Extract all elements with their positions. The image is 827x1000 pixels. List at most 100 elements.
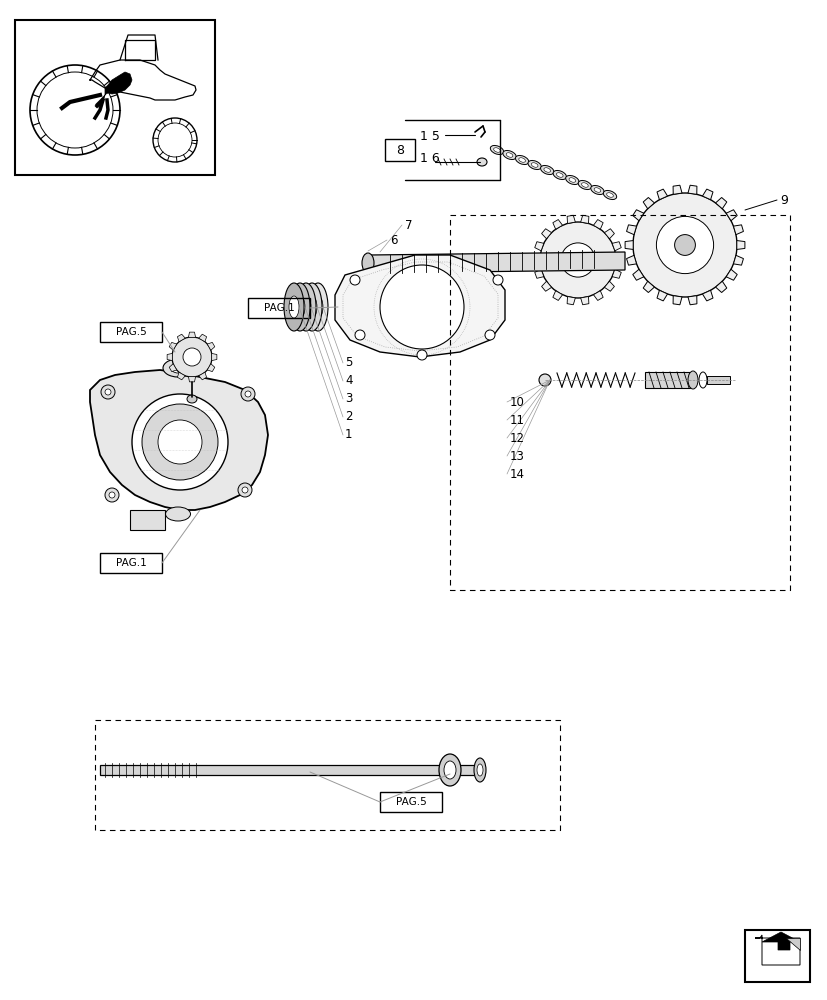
- Bar: [100, 322, 162, 342]
- Ellipse shape: [307, 296, 317, 318]
- Text: 14: 14: [509, 468, 524, 481]
- Polygon shape: [611, 269, 620, 278]
- Text: 7: 7: [404, 219, 412, 232]
- Text: 12: 12: [509, 432, 524, 444]
- Polygon shape: [177, 372, 185, 380]
- Polygon shape: [643, 197, 653, 209]
- Polygon shape: [552, 291, 562, 300]
- Polygon shape: [656, 189, 667, 200]
- Circle shape: [245, 391, 251, 397]
- Ellipse shape: [594, 188, 600, 192]
- Ellipse shape: [490, 145, 503, 155]
- Polygon shape: [198, 372, 207, 380]
- Bar: [380, 792, 442, 812]
- Polygon shape: [715, 197, 726, 209]
- Ellipse shape: [577, 180, 590, 190]
- Text: 2: 2: [345, 410, 352, 424]
- Polygon shape: [169, 364, 176, 372]
- Polygon shape: [672, 296, 681, 305]
- Polygon shape: [207, 364, 214, 372]
- Ellipse shape: [187, 395, 197, 403]
- Bar: [744, 930, 809, 982]
- Ellipse shape: [294, 296, 304, 318]
- Ellipse shape: [505, 153, 512, 157]
- Ellipse shape: [361, 253, 374, 273]
- Ellipse shape: [308, 283, 327, 331]
- Ellipse shape: [302, 283, 322, 331]
- Polygon shape: [785, 938, 799, 950]
- Polygon shape: [534, 242, 543, 251]
- Circle shape: [141, 404, 218, 480]
- Circle shape: [131, 394, 227, 490]
- Polygon shape: [580, 215, 588, 223]
- Ellipse shape: [165, 507, 190, 521]
- Polygon shape: [611, 242, 620, 251]
- Text: PAG.1: PAG.1: [263, 303, 294, 313]
- Circle shape: [105, 389, 111, 395]
- Circle shape: [417, 350, 427, 360]
- Polygon shape: [643, 281, 653, 293]
- Polygon shape: [177, 334, 185, 342]
- Polygon shape: [706, 376, 729, 384]
- Text: 8: 8: [395, 144, 404, 157]
- Polygon shape: [656, 290, 667, 301]
- Polygon shape: [672, 185, 681, 194]
- Ellipse shape: [493, 148, 500, 152]
- Circle shape: [158, 420, 202, 464]
- Polygon shape: [566, 297, 575, 305]
- Circle shape: [241, 387, 255, 401]
- Ellipse shape: [284, 283, 304, 331]
- Text: PAG.5: PAG.5: [395, 797, 426, 807]
- Bar: [248, 298, 309, 318]
- Polygon shape: [754, 935, 799, 965]
- Circle shape: [560, 243, 595, 277]
- Circle shape: [571, 254, 583, 266]
- Text: 1 6: 1 6: [419, 152, 439, 165]
- Polygon shape: [533, 256, 539, 264]
- Text: 5: 5: [345, 357, 352, 369]
- Polygon shape: [701, 189, 712, 200]
- Circle shape: [105, 488, 119, 502]
- Circle shape: [350, 275, 360, 285]
- Text: 9: 9: [779, 194, 787, 207]
- Circle shape: [380, 265, 463, 349]
- Polygon shape: [615, 256, 622, 264]
- Polygon shape: [733, 225, 743, 235]
- Polygon shape: [593, 220, 602, 229]
- Bar: [385, 139, 414, 161]
- Polygon shape: [534, 269, 543, 278]
- Ellipse shape: [473, 758, 485, 782]
- Polygon shape: [593, 291, 602, 300]
- Polygon shape: [169, 342, 176, 350]
- Polygon shape: [95, 72, 131, 108]
- Polygon shape: [541, 281, 551, 291]
- Polygon shape: [90, 370, 268, 510]
- Circle shape: [674, 235, 695, 255]
- Polygon shape: [189, 332, 195, 337]
- Polygon shape: [212, 353, 217, 361]
- Polygon shape: [725, 269, 736, 280]
- Text: 11: 11: [509, 414, 524, 426]
- Polygon shape: [604, 229, 614, 239]
- Ellipse shape: [502, 150, 515, 160]
- Circle shape: [485, 330, 495, 340]
- Polygon shape: [715, 281, 726, 293]
- Polygon shape: [335, 255, 504, 357]
- Bar: [15, 20, 215, 175]
- Circle shape: [538, 374, 550, 386]
- Circle shape: [632, 193, 736, 297]
- Ellipse shape: [543, 168, 550, 172]
- Bar: [100, 553, 162, 573]
- Polygon shape: [644, 372, 689, 388]
- Polygon shape: [189, 377, 195, 382]
- Polygon shape: [736, 241, 744, 249]
- Polygon shape: [580, 297, 588, 305]
- Polygon shape: [733, 255, 743, 265]
- Circle shape: [101, 385, 115, 399]
- Ellipse shape: [313, 296, 323, 318]
- Polygon shape: [624, 241, 633, 249]
- Ellipse shape: [603, 190, 616, 200]
- Polygon shape: [632, 269, 643, 280]
- Polygon shape: [604, 281, 614, 291]
- Polygon shape: [687, 296, 696, 305]
